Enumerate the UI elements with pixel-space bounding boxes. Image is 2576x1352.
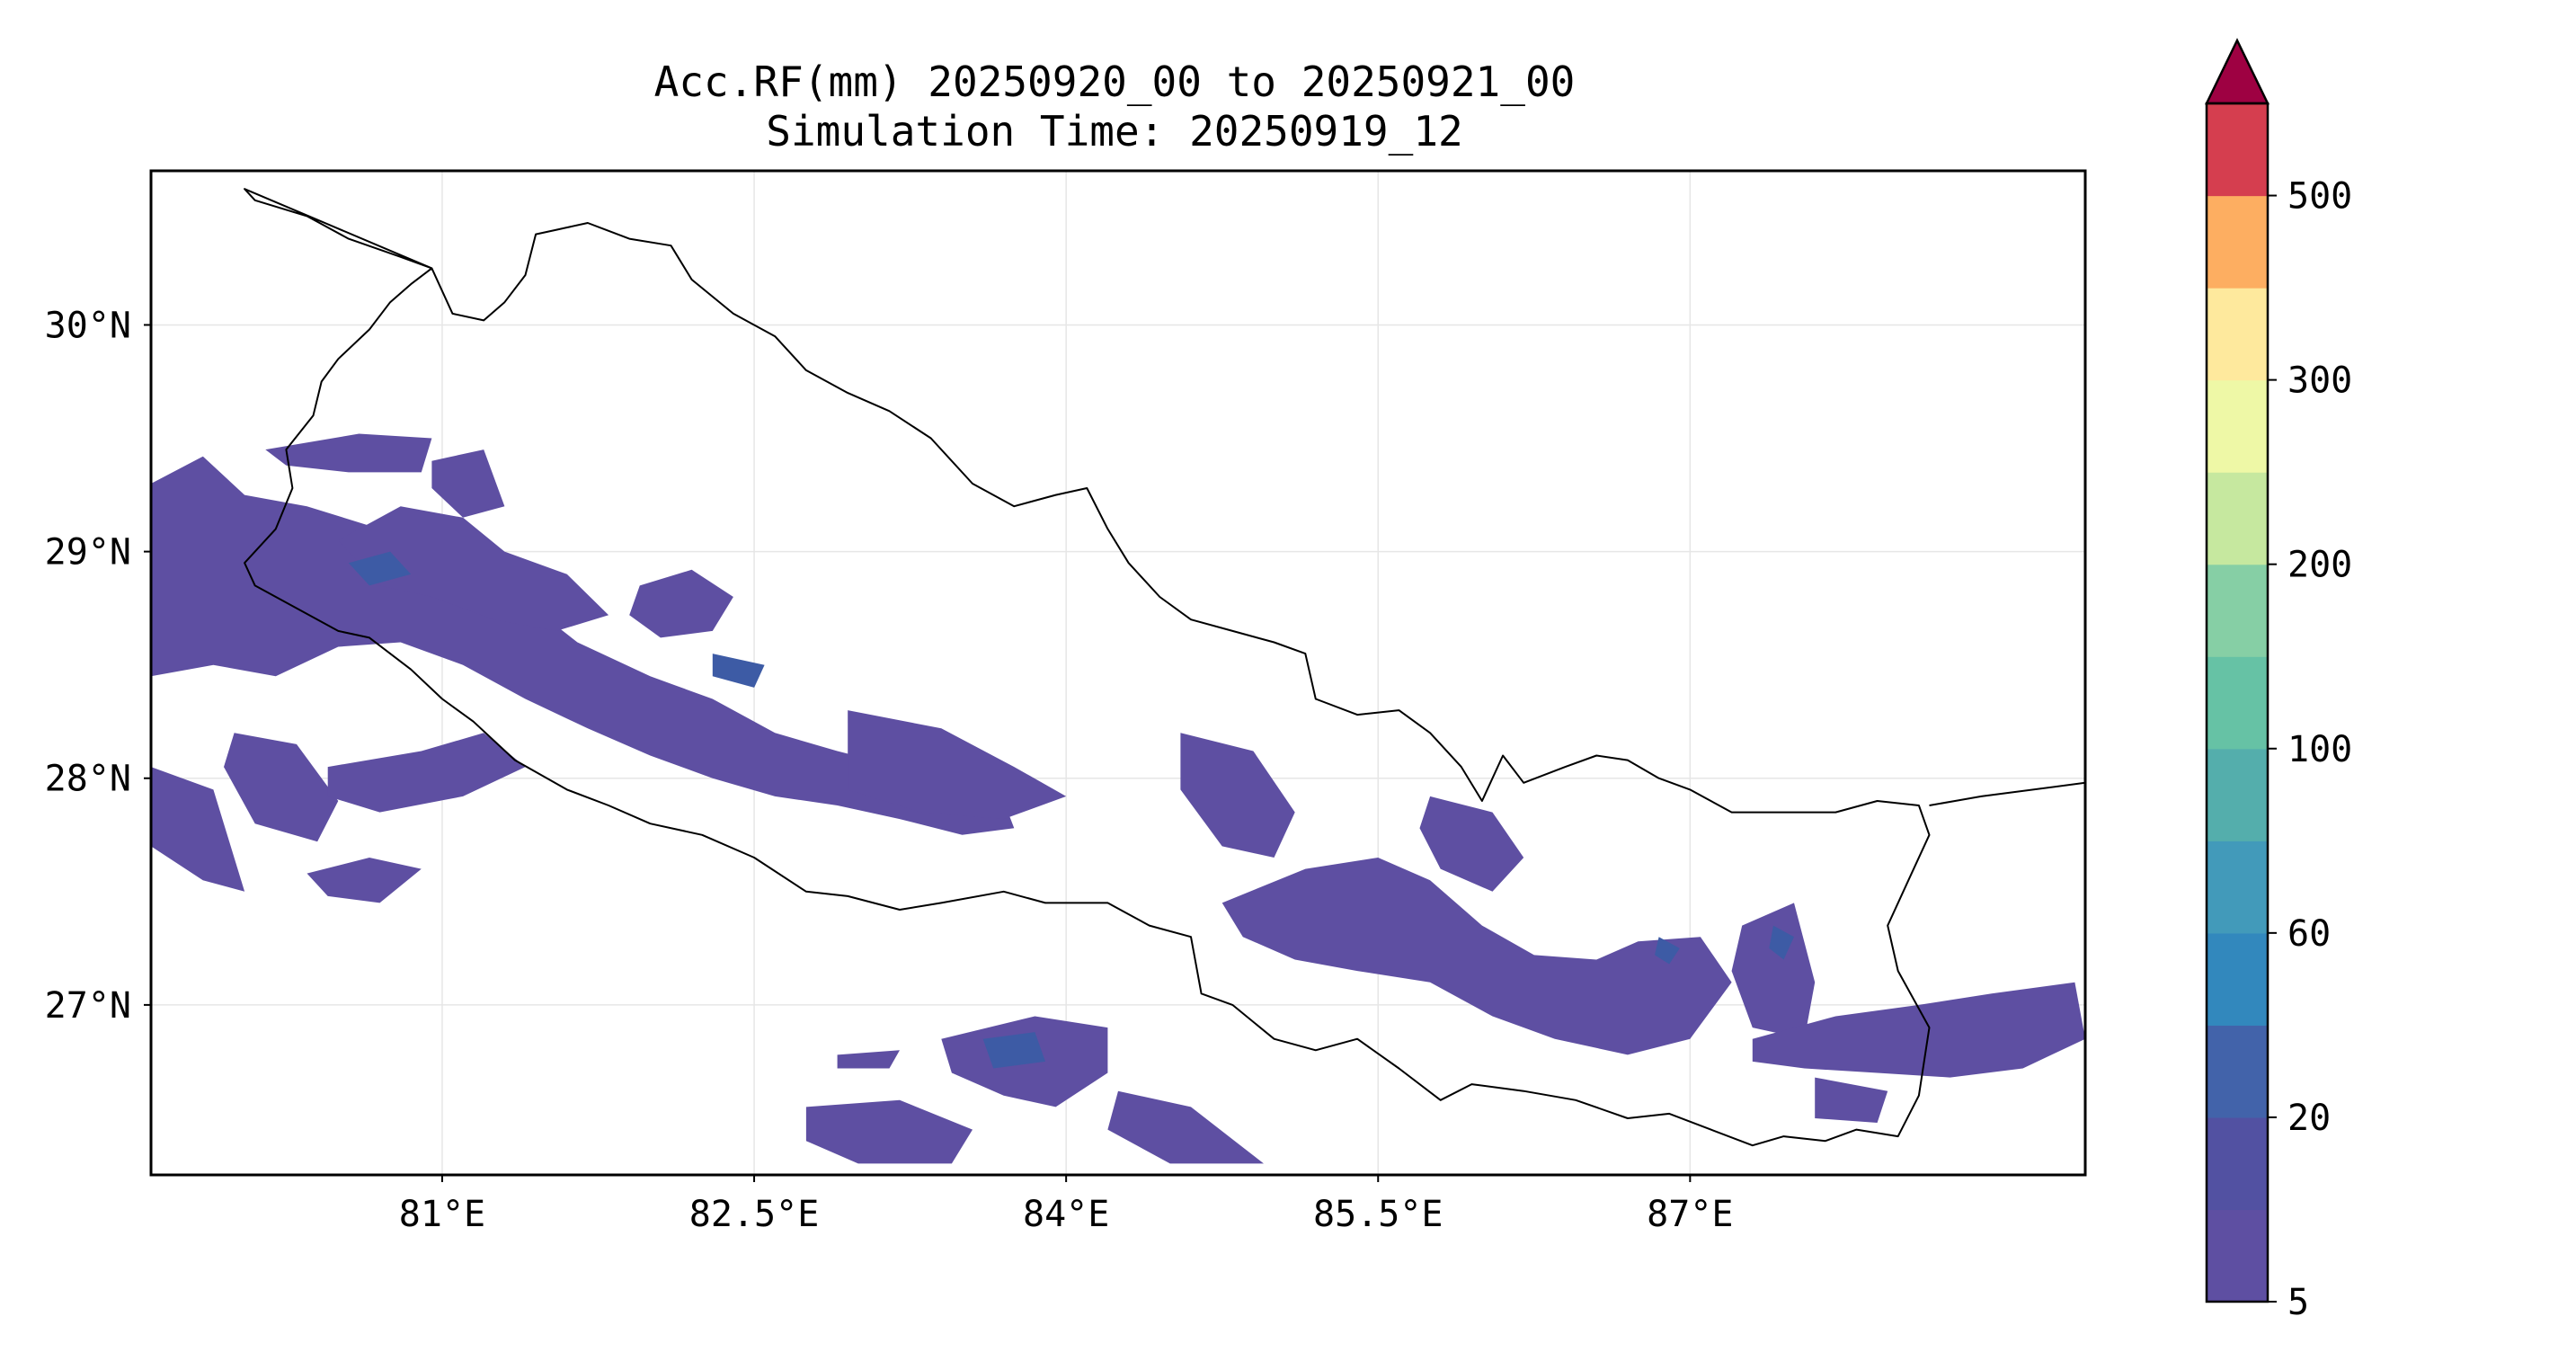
rain-area <box>327 733 526 813</box>
colorbar-segment <box>2207 932 2268 1026</box>
rain-area <box>629 569 733 638</box>
colorbar-segment <box>2207 379 2268 473</box>
colorbar-tick-label: 500 <box>2287 176 2352 218</box>
colorbar-tick-label: 20 <box>2287 1098 2331 1139</box>
rain-area <box>1221 858 1732 1055</box>
rain-area <box>1731 903 1816 1039</box>
rain-area <box>1107 1090 1264 1164</box>
colorbar-segment <box>2207 195 2268 289</box>
x-tick-label: 82.5°E <box>689 1194 820 1235</box>
colorbar-tick-label: 300 <box>2287 360 2352 402</box>
map-frame <box>149 169 2087 1177</box>
rain-area <box>837 1050 900 1069</box>
colorbar-segment <box>2207 564 2268 657</box>
colorbar-tick-label: 100 <box>2287 729 2352 770</box>
colorbar: 5 20 60 100 200 300 500 <box>2205 38 2352 1323</box>
y-tick-label: 27°N <box>45 985 131 1027</box>
x-tick-label: 85.5°E <box>1313 1194 1443 1235</box>
colorbar-segment <box>2207 748 2268 841</box>
y-tick-label: 28°N <box>45 759 131 800</box>
rain-core <box>712 654 765 688</box>
colorbar-segment <box>2207 472 2268 565</box>
rain-area <box>805 1099 973 1164</box>
rain-area <box>151 767 245 892</box>
map-title: Acc.RF(mm) 20250920_00 to 20250921_00 <box>653 58 1576 106</box>
rain-area <box>1752 982 2085 1078</box>
y-tick-label: 30°N <box>45 305 131 346</box>
x-tick-label: 84°E <box>1023 1194 1109 1235</box>
rain-area <box>338 506 609 631</box>
x-axis-ticks: 81°E 82.5°E 84°E 85.5°E 87°E <box>399 1175 1734 1235</box>
colorbar-tick-label: 60 <box>2287 913 2331 955</box>
map-subtitle: Simulation Time: 20250919_12 <box>766 107 1463 156</box>
rain-area <box>224 733 339 842</box>
rain-core <box>982 1032 1045 1069</box>
rain-area <box>1180 733 1295 858</box>
colorbar-segment <box>2207 103 2268 197</box>
rain-area <box>848 710 1067 820</box>
colorbar-segment <box>2207 1209 2268 1303</box>
y-axis-ticks: 27°N 28°N 29°N 30°N <box>45 305 151 1027</box>
rainfall-layer <box>151 433 2085 1164</box>
colorbar-segment <box>2207 841 2268 934</box>
nepal-border <box>244 188 1931 1147</box>
y-tick-label: 29°N <box>45 532 131 574</box>
rain-core <box>1769 925 1794 960</box>
rain-area <box>265 433 432 473</box>
border-layer <box>244 188 2085 1147</box>
x-tick-label: 81°E <box>399 1194 485 1235</box>
colorbar-segment <box>2207 1116 2268 1211</box>
colorbar-segment <box>2207 1025 2268 1118</box>
rain-core <box>1655 937 1680 965</box>
colorbar-tick-label: 5 <box>2287 1282 2309 1323</box>
x-tick-label: 87°E <box>1647 1194 1733 1235</box>
rain-area <box>306 858 422 903</box>
colorbar-frame <box>2205 102 2270 1303</box>
rain-area <box>431 449 505 518</box>
india-border <box>1929 781 2085 806</box>
rain-area <box>1419 796 1524 892</box>
colorbar-segment <box>2207 656 2268 750</box>
colorbar-segment <box>2207 288 2268 381</box>
colorbar-tick-label: 200 <box>2287 545 2352 586</box>
rain-core <box>348 551 412 586</box>
rain-area <box>1815 1077 1888 1123</box>
